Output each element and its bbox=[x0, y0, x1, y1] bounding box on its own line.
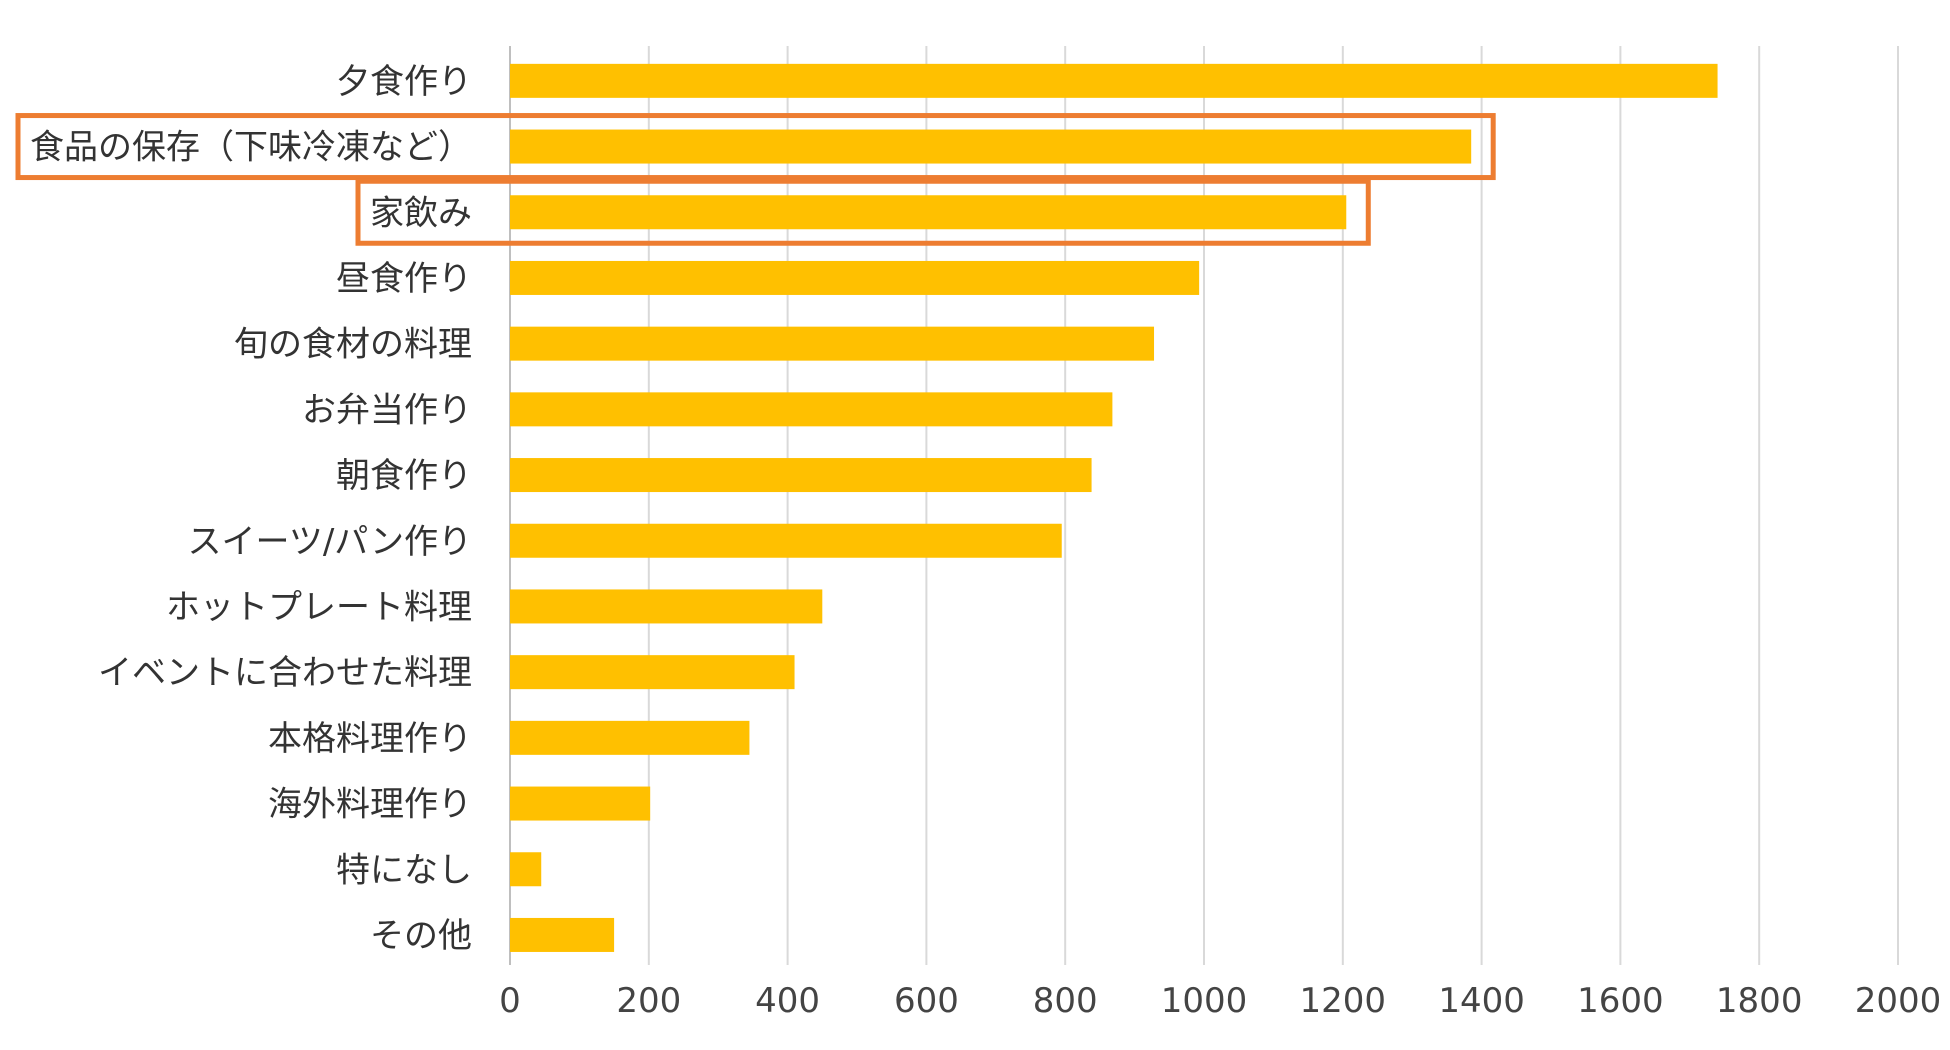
gridlines bbox=[509, 46, 1899, 965]
category-label: スイーツ/パン作り bbox=[188, 522, 472, 562]
bar bbox=[510, 195, 1347, 230]
category-label: 家飲み bbox=[370, 193, 472, 233]
category-label: イベントに合わせた料理 bbox=[98, 653, 472, 693]
bar bbox=[510, 63, 1718, 98]
x-tick-label: 400 bbox=[755, 981, 820, 1021]
x-tick-label: 0 bbox=[499, 981, 521, 1021]
x-tick-label: 1200 bbox=[1300, 981, 1387, 1021]
x-tick-label: 200 bbox=[616, 981, 681, 1021]
category-label: その他 bbox=[370, 916, 472, 956]
bars bbox=[510, 63, 1718, 952]
bar bbox=[510, 655, 795, 690]
bar bbox=[510, 458, 1092, 493]
category-label: ホットプレート料理 bbox=[166, 587, 472, 627]
highlight-boxes bbox=[15, 113, 1496, 246]
category-label: 特になし bbox=[336, 850, 472, 890]
category-label: お弁当作り bbox=[302, 390, 472, 430]
x-tick-label: 2000 bbox=[1855, 981, 1942, 1021]
bar bbox=[510, 720, 750, 755]
bar bbox=[510, 129, 1472, 164]
bar bbox=[510, 326, 1155, 361]
x-tick-label: 1600 bbox=[1577, 981, 1664, 1021]
bar bbox=[510, 589, 823, 624]
x-tick-label: 600 bbox=[894, 981, 959, 1021]
bar bbox=[510, 523, 1062, 558]
category-label: 旬の食材の料理 bbox=[234, 325, 472, 365]
bar bbox=[510, 852, 542, 887]
x-tick-label: 1800 bbox=[1716, 981, 1803, 1021]
bar bbox=[510, 786, 651, 821]
bar bbox=[510, 392, 1113, 427]
highlight-box bbox=[15, 113, 1496, 181]
category-label: 本格料理作り bbox=[268, 719, 472, 759]
x-tick-label: 800 bbox=[1033, 981, 1098, 1021]
bar bbox=[510, 917, 615, 952]
category-label: 朝食作り bbox=[336, 456, 472, 496]
x-tick-label: 1400 bbox=[1438, 981, 1525, 1021]
x-axis-ticks: 0 200 400 600 800 1000 1200 1400 1600 1800 2000 bbox=[499, 981, 1941, 1021]
category-label: 海外料理作り bbox=[268, 785, 472, 825]
category-label: 夕食作り bbox=[336, 62, 472, 102]
x-tick-label: 1000 bbox=[1161, 981, 1248, 1021]
category-label: 昼食作り bbox=[336, 259, 472, 299]
bar bbox=[510, 260, 1200, 295]
category-label: 食品の保存（下味冷凍など） bbox=[30, 128, 472, 168]
highlight-box bbox=[355, 178, 1371, 246]
